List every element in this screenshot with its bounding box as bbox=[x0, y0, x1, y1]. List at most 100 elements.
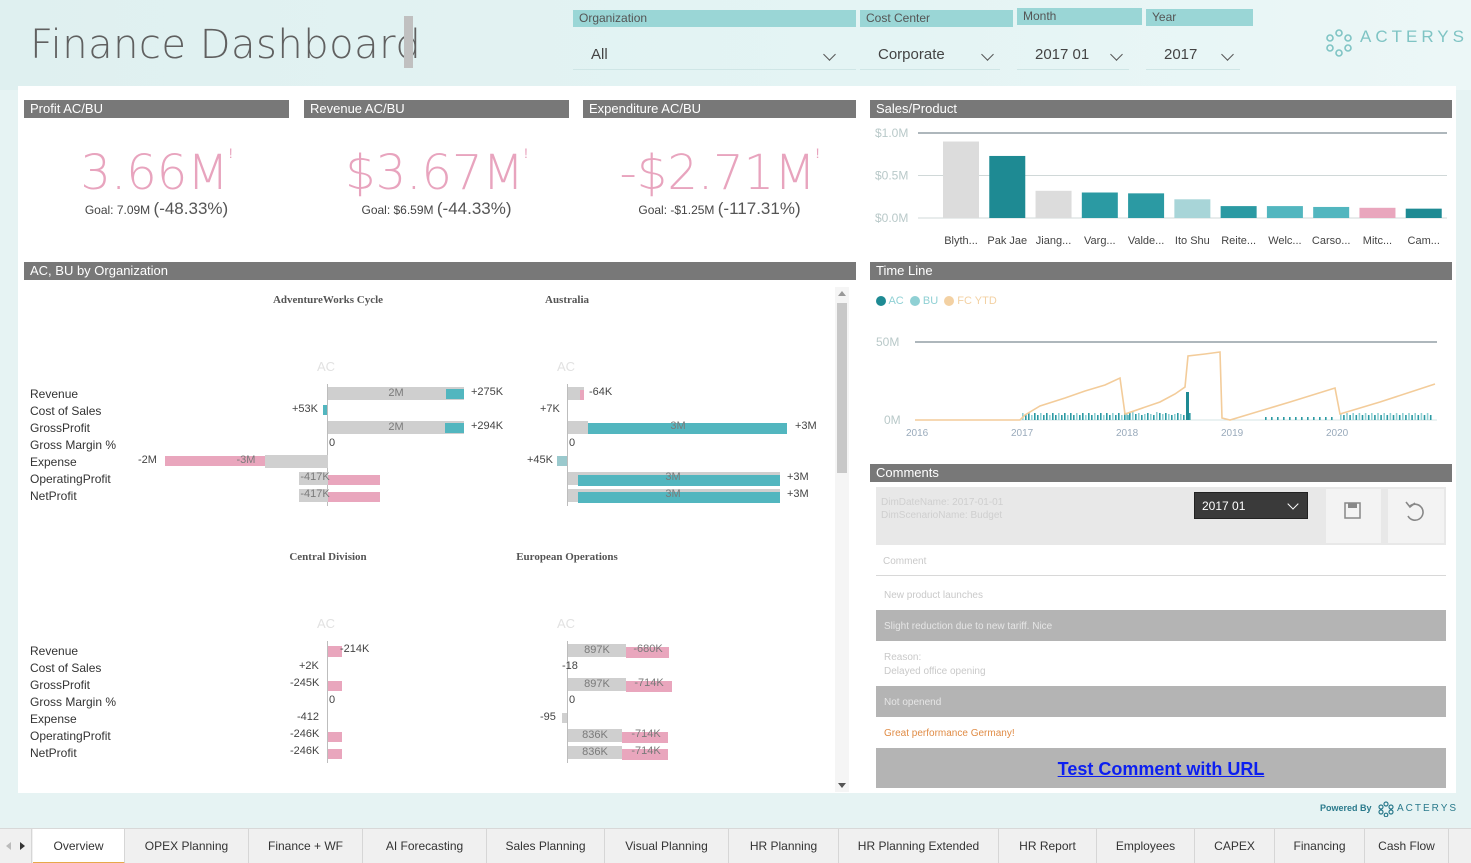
timeline-bar bbox=[1097, 415, 1099, 420]
tab-next-icon[interactable] bbox=[20, 842, 25, 850]
cost-center-dropdown[interactable]: Corporate bbox=[860, 40, 1000, 70]
sales-bar[interactable] bbox=[1313, 206, 1350, 218]
aw-expense-bar bbox=[265, 455, 328, 468]
eu-axis bbox=[567, 641, 568, 763]
tab-prev-icon[interactable] bbox=[6, 842, 11, 850]
cd-revenue-delta: -214K bbox=[340, 643, 370, 655]
tab-opex-planning[interactable]: OPEX Planning bbox=[125, 829, 249, 863]
comment-meta-date: DimDateName: 2017-01-01 bbox=[881, 497, 1004, 508]
tab-hr-planning[interactable]: HR Planning bbox=[729, 829, 839, 863]
sales-bar[interactable] bbox=[1035, 190, 1072, 218]
sales-product-header: Sales/Product bbox=[870, 100, 1452, 118]
comment-input[interactable]: Comment bbox=[876, 548, 1446, 576]
legend-fc-label: FC YTD bbox=[957, 295, 997, 307]
eu-np-bar: 836K bbox=[568, 746, 622, 759]
row-label-expense: Expense bbox=[30, 455, 77, 469]
eu-revenue-bar-label: 897K bbox=[584, 644, 610, 656]
page-title: Finance Dashboard bbox=[30, 22, 422, 68]
timeline-y-tick-0m: 0M bbox=[884, 413, 901, 427]
comment-item-4: Not openend bbox=[884, 697, 942, 708]
tab-hr-planning-extended[interactable]: HR Planning Extended bbox=[839, 829, 999, 863]
comments-header: Comments bbox=[870, 464, 1452, 482]
aw-np-label: -417K bbox=[300, 488, 330, 500]
timeline-bar bbox=[1398, 415, 1401, 420]
sales-bar[interactable] bbox=[943, 141, 979, 219]
eu-np-delta-bar bbox=[622, 749, 668, 760]
eu-np-delta: -714K bbox=[631, 745, 661, 757]
year-slicer-label: Year bbox=[1146, 9, 1253, 26]
timeline-bar bbox=[1371, 413, 1373, 420]
sales-bar[interactable] bbox=[1081, 192, 1118, 219]
kpi-profit-header: Profit AC/BU bbox=[24, 100, 289, 118]
timeline-bar bbox=[1183, 415, 1185, 420]
page-tabs-bar: Overview OPEX Planning Finance + WF AI Fore… bbox=[0, 828, 1471, 863]
row-label-operating-profit: OperatingProfit bbox=[30, 729, 111, 743]
year-slicer[interactable]: Year 2017 bbox=[1146, 9, 1253, 70]
sales-bar[interactable] bbox=[1128, 193, 1165, 218]
aw-revenue-bar: 2M bbox=[328, 387, 464, 400]
org-scrollbar-thumb[interactable] bbox=[837, 303, 847, 473]
month-value: 2017 01 bbox=[1035, 46, 1090, 63]
timeline-bar bbox=[1374, 415, 1376, 420]
org-section-header: AC, BU by Organization bbox=[24, 262, 856, 280]
org-scrollbar[interactable] bbox=[835, 287, 849, 792]
cost-center-slicer[interactable]: Cost Center Corporate bbox=[860, 10, 1013, 70]
comment-month-dropdown[interactable]: 2017 01 bbox=[1194, 492, 1308, 519]
tab-scroll-controls[interactable] bbox=[0, 829, 32, 863]
timeline-bar bbox=[1405, 415, 1407, 420]
undo-button[interactable] bbox=[1388, 489, 1444, 543]
row-label-gross-margin: Gross Margin % bbox=[30, 438, 117, 452]
month-dropdown[interactable]: 2017 01 bbox=[1017, 40, 1129, 70]
sales-product-chart: $1.0M $0.5M $0.0M Blyth... Pak Jae Jiang... Va… bbox=[875, 126, 1447, 247]
timeline-bar bbox=[1129, 413, 1131, 420]
sales-bar[interactable] bbox=[1405, 208, 1442, 218]
timeline-bar bbox=[1049, 415, 1051, 420]
tab-visual-planning[interactable]: Visual Planning bbox=[605, 829, 729, 863]
timeline-bar bbox=[1355, 415, 1358, 420]
sales-bar[interactable] bbox=[1266, 206, 1303, 218]
aw-axis bbox=[327, 384, 328, 506]
year-dropdown[interactable]: 2017 bbox=[1146, 40, 1240, 70]
tab-capex[interactable]: CAPEX bbox=[1195, 829, 1275, 863]
tab-hr-report[interactable]: HR Report bbox=[999, 829, 1097, 863]
timeline-bar bbox=[1180, 414, 1182, 420]
ac-label: AC bbox=[317, 616, 336, 631]
kpi-revenue-alert: ! bbox=[523, 145, 528, 161]
scroll-down-icon[interactable] bbox=[838, 783, 846, 788]
tab-financing[interactable]: Financing bbox=[1275, 829, 1365, 863]
timeline-bar bbox=[1423, 415, 1426, 420]
legend-fc-dot bbox=[944, 296, 955, 307]
sales-x-label: Jiang... bbox=[1036, 235, 1071, 247]
timeline-bar bbox=[1127, 415, 1129, 420]
row-labels-bottom: Revenue Cost of Sales GrossProfit Gross … bbox=[30, 643, 116, 762]
tab-overview[interactable]: Overview bbox=[33, 829, 125, 863]
test-comment-link[interactable]: Test Comment with URL bbox=[1057, 759, 1265, 779]
organization-slicer[interactable]: Organization All bbox=[573, 10, 856, 70]
month-slicer[interactable]: Month 2017 01 bbox=[1017, 8, 1142, 70]
chevron-down-icon bbox=[981, 48, 994, 61]
ac-label: AC bbox=[557, 359, 576, 374]
save-button[interactable] bbox=[1326, 489, 1381, 543]
timeline-bar bbox=[1301, 417, 1303, 420]
scroll-up-icon[interactable] bbox=[838, 291, 846, 296]
timeline-bar bbox=[1295, 417, 1297, 420]
au-gp-delta: +3M bbox=[795, 420, 817, 432]
au-op-delta-bar bbox=[578, 475, 780, 486]
sales-bar[interactable] bbox=[1359, 207, 1396, 218]
tab-cash-flow[interactable]: Cash Flow bbox=[1365, 829, 1449, 863]
tab-sales-planning[interactable]: Sales Planning bbox=[487, 829, 605, 863]
tab-ai-forecasting[interactable]: AI Forecasting bbox=[363, 829, 487, 863]
organization-dropdown[interactable]: All bbox=[573, 40, 856, 70]
timeline-bar bbox=[1395, 413, 1398, 420]
timeline-bar bbox=[1386, 415, 1389, 420]
tab-finance-wf[interactable]: Finance + WF bbox=[249, 829, 363, 863]
sales-bar[interactable] bbox=[1174, 199, 1211, 218]
timeline-bar bbox=[1283, 417, 1285, 420]
kpi-expenditure-card: -$2.71M! Goal: -$1.25M (-117.31%) bbox=[583, 145, 856, 219]
sales-bar[interactable] bbox=[1220, 206, 1257, 218]
timeline-bar bbox=[1109, 415, 1111, 420]
tab-employees[interactable]: Employees bbox=[1097, 829, 1195, 863]
timeline-bar bbox=[1189, 413, 1191, 420]
timeline-bar bbox=[1138, 413, 1140, 420]
sales-bar[interactable] bbox=[989, 155, 1026, 218]
